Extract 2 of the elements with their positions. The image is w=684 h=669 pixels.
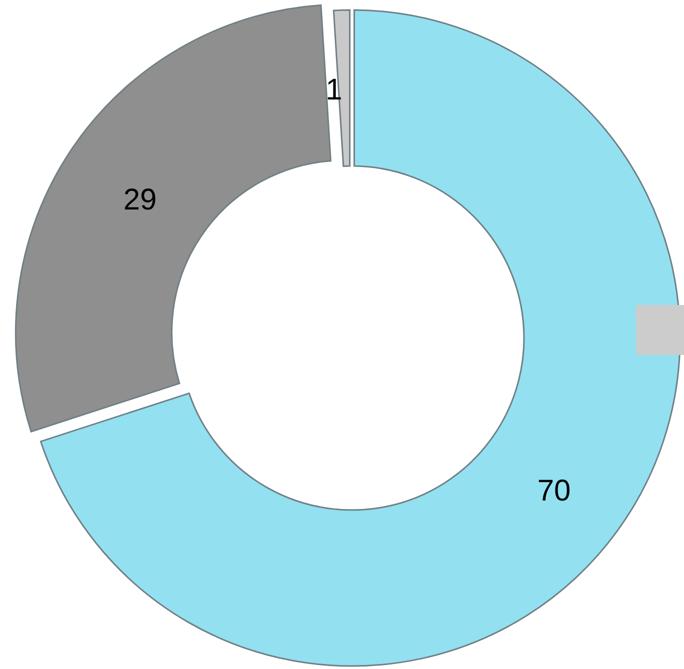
- data-label: 29: [123, 184, 157, 216]
- data-label: 70: [537, 474, 571, 508]
